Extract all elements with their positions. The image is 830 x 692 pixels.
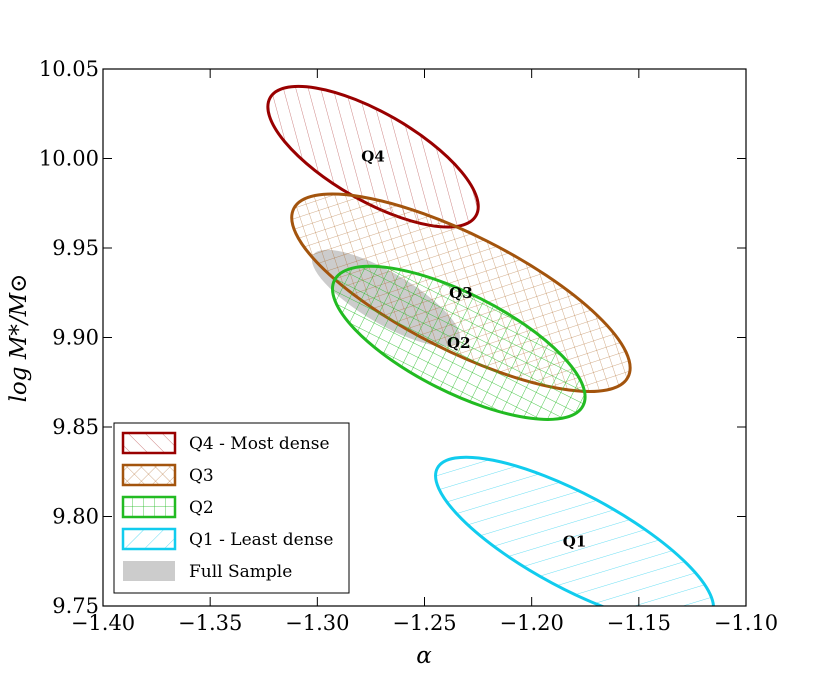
y-tick-label: 9.85 [52, 415, 99, 439]
legend-swatch-q1 [121, 527, 177, 551]
x-tick-label: −1.40 [71, 611, 135, 635]
legend-swatch-q2 [121, 495, 177, 519]
y-tick-label: 10.00 [39, 147, 99, 171]
x-axis-title: α [416, 643, 432, 669]
y-tick-label: 10.05 [39, 57, 99, 81]
y-axis-title: log M*/M⊙ [6, 274, 32, 403]
ellipse-q1 [434, 455, 715, 606]
x-tick-label: −1.15 [607, 611, 671, 635]
ellipse-label-layer: Q4 Q3 Q2 Q1 [361, 148, 586, 551]
legend-label-q3: Q3 [189, 466, 214, 486]
legend-swatch-q3 [121, 463, 177, 487]
y-tick-label: 9.75 [52, 594, 99, 618]
ellipse-label-q2: Q2 [447, 334, 471, 352]
y-tick-label: 9.90 [52, 326, 99, 350]
x-axis: −1.40 −1.35 −1.30 −1.25 −1.20 −1.15 −1.10 [71, 69, 778, 635]
legend-label-full-sample: Full Sample [189, 562, 292, 582]
legend-swatch-full-sample [123, 561, 175, 581]
legend-swatch-q4 [121, 431, 177, 455]
legend: Q4 - Most dense Q3 Q2 Q1 - Least dense Full … [113, 422, 350, 594]
legend-label-q2: Q2 [189, 498, 214, 518]
y-axis: 10.05 10.00 9.95 9.90 9.85 9.80 9.75 [39, 57, 746, 618]
legend-label-q4: Q4 - Most dense [189, 434, 330, 454]
x-tick-label: −1.20 [499, 611, 563, 635]
x-tick-label: −1.35 [178, 611, 242, 635]
legend-label-q1: Q1 - Least dense [189, 530, 333, 550]
y-tick-label: 9.95 [52, 236, 99, 260]
ellipse-label-q4: Q4 [361, 148, 385, 166]
ellipse-label-q3: Q3 [449, 284, 473, 302]
x-tick-label: −1.30 [285, 611, 349, 635]
ellipse-label-q1: Q1 [563, 533, 587, 551]
y-tick-label: 9.80 [52, 505, 99, 529]
ellipse-q2 [331, 264, 587, 421]
x-tick-label: −1.25 [392, 611, 456, 635]
x-tick-label: −1.10 [714, 611, 778, 635]
ellipse-layer [266, 84, 715, 606]
